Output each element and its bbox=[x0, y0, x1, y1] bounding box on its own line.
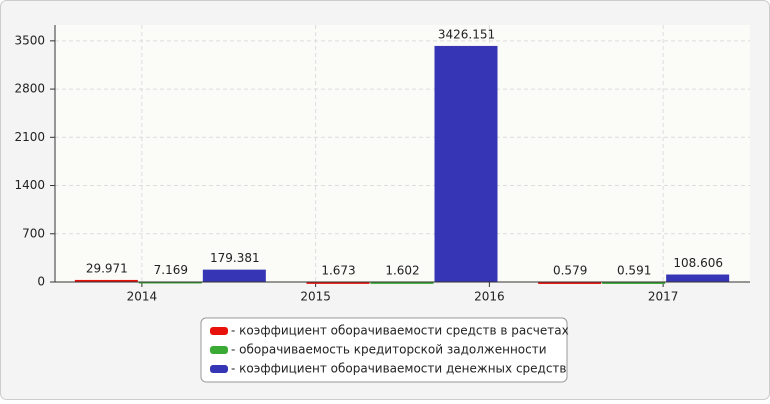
legend-swatch bbox=[210, 346, 228, 354]
data-label: 1.673 bbox=[321, 263, 355, 277]
bar bbox=[306, 281, 370, 284]
bar bbox=[434, 45, 498, 282]
data-label: 7.169 bbox=[154, 263, 188, 277]
data-label: 0.579 bbox=[553, 263, 587, 277]
bar bbox=[202, 269, 266, 282]
data-label: 0.591 bbox=[617, 263, 651, 277]
y-tick-label: 1400 bbox=[14, 178, 45, 192]
data-label: 29.971 bbox=[86, 261, 128, 275]
bar bbox=[666, 274, 730, 282]
bar bbox=[74, 279, 138, 282]
legend-label: - коэффициент оборачиваемости средств в … bbox=[231, 324, 569, 338]
legend-swatch bbox=[210, 327, 228, 335]
y-tick-label: 3500 bbox=[14, 33, 45, 47]
legend-label: - оборачиваемость кредиторской задолженн… bbox=[231, 343, 547, 357]
data-label: 3426.151 bbox=[438, 27, 495, 41]
data-label: 108.606 bbox=[673, 256, 723, 270]
legend bbox=[200, 317, 568, 383]
data-label: 179.381 bbox=[210, 251, 260, 265]
y-tick-label: 2100 bbox=[14, 130, 45, 144]
x-tick-label: 2016 bbox=[474, 290, 505, 304]
x-tick-label: 2017 bbox=[648, 290, 679, 304]
y-tick-label: 700 bbox=[22, 226, 45, 240]
data-label: 1.602 bbox=[385, 263, 419, 277]
x-tick-label: 2014 bbox=[127, 290, 158, 304]
x-tick-label: 2015 bbox=[300, 290, 331, 304]
bar bbox=[602, 281, 666, 284]
legend-swatch bbox=[210, 365, 228, 373]
y-tick-label: 2800 bbox=[14, 82, 45, 96]
plot-area bbox=[55, 25, 750, 282]
y-tick-label: 0 bbox=[37, 275, 45, 289]
legend-label: - коэффициент оборачиваемости денежных с… bbox=[231, 362, 567, 376]
bar bbox=[370, 281, 434, 284]
bar bbox=[138, 281, 202, 284]
bar bbox=[538, 281, 602, 284]
